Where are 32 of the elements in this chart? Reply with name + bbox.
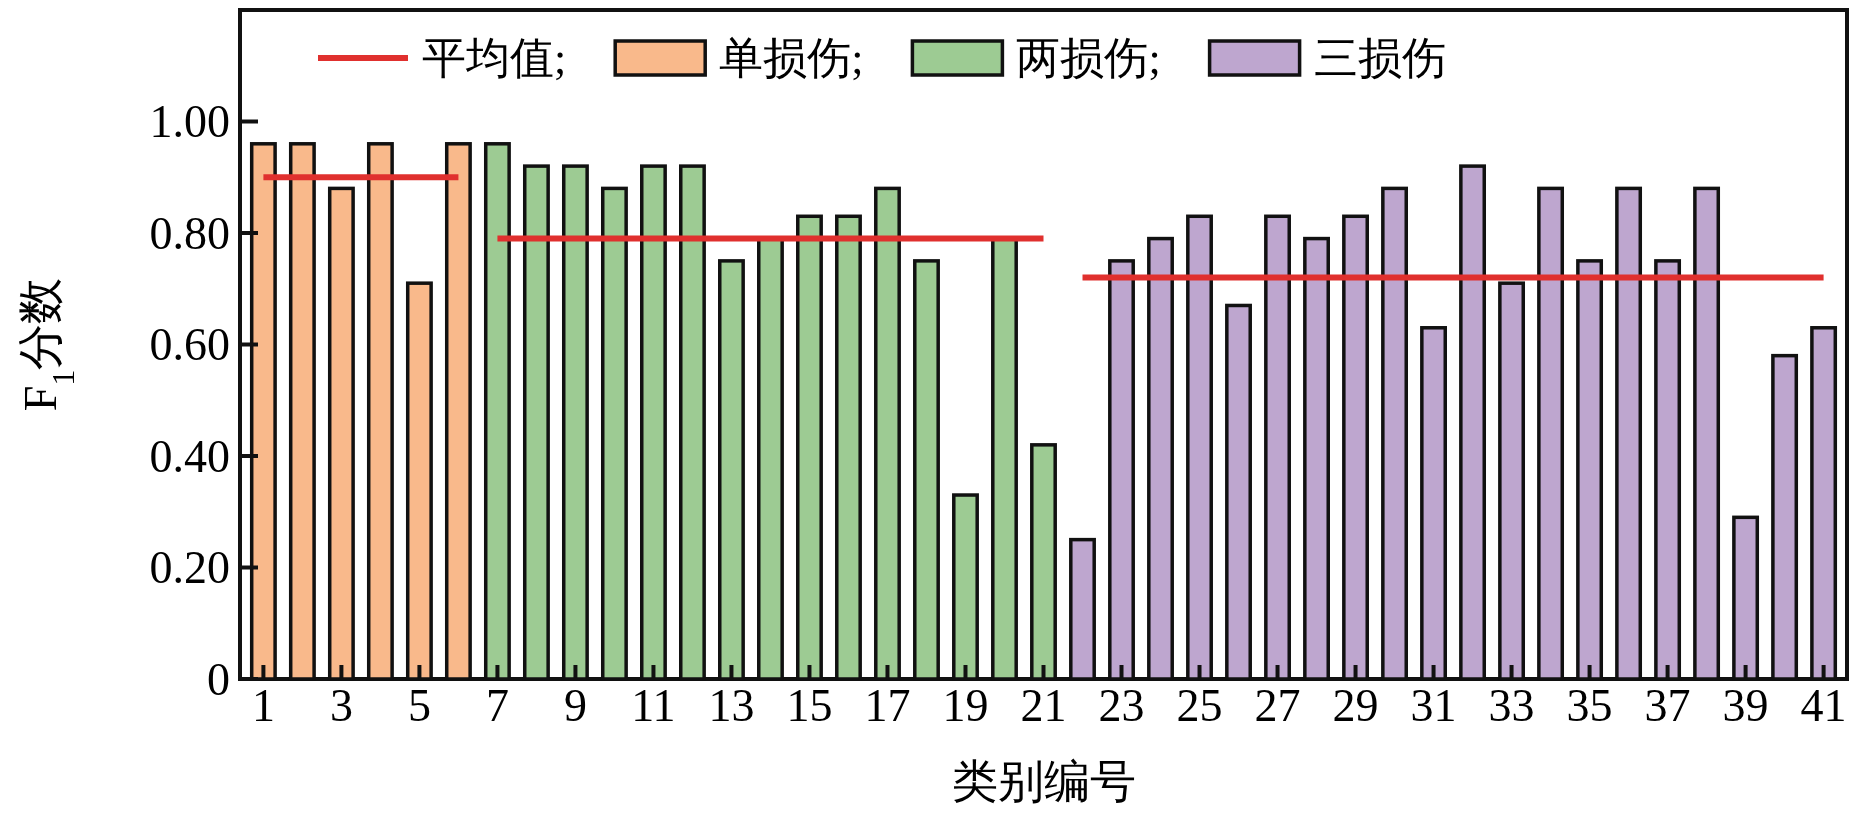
legend-label: 两损伤; bbox=[1016, 33, 1161, 83]
legend-label: 平均值; bbox=[422, 33, 567, 83]
x-tick-label: 25 bbox=[1176, 680, 1223, 731]
x-tick-label: 21 bbox=[1020, 680, 1067, 731]
legend-label: 单损伤; bbox=[719, 33, 864, 83]
y-tick-label: 0.80 bbox=[149, 207, 230, 259]
x-axis-title: 类别编号 bbox=[951, 756, 1136, 807]
x-tick-label: 11 bbox=[631, 680, 676, 731]
x-tick-label: 33 bbox=[1488, 680, 1535, 731]
x-tick-label: 1 bbox=[251, 680, 275, 731]
x-tick-label: 5 bbox=[407, 680, 431, 731]
y-tick-label: 0 bbox=[207, 653, 230, 705]
x-tick-label: 9 bbox=[563, 680, 587, 731]
x-tick-label: 17 bbox=[864, 680, 911, 731]
y-tick-label: 0.20 bbox=[149, 542, 230, 593]
x-tick-label: 13 bbox=[708, 680, 755, 731]
y-tick-label: 0.60 bbox=[149, 319, 230, 370]
x-tick-label: 3 bbox=[329, 680, 353, 731]
x-tick-label: 29 bbox=[1332, 680, 1379, 731]
x-tick-label: 35 bbox=[1566, 680, 1613, 731]
y-tick-label: 1.00 bbox=[149, 96, 230, 147]
x-tick-label: 41 bbox=[1800, 680, 1847, 731]
x-tick-label: 7 bbox=[485, 680, 509, 731]
x-tick-label: 23 bbox=[1098, 680, 1145, 731]
x-tick-label: 39 bbox=[1722, 680, 1769, 731]
x-tick-label: 27 bbox=[1254, 680, 1301, 731]
x-tick-label: 15 bbox=[786, 680, 833, 731]
x-tick-label: 37 bbox=[1644, 680, 1691, 731]
y-tick-label: 0.40 bbox=[149, 430, 230, 482]
x-tick-label: 31 bbox=[1410, 680, 1457, 731]
legend-label: 三损伤 bbox=[1313, 33, 1446, 83]
x-tick-label: 19 bbox=[942, 680, 989, 731]
